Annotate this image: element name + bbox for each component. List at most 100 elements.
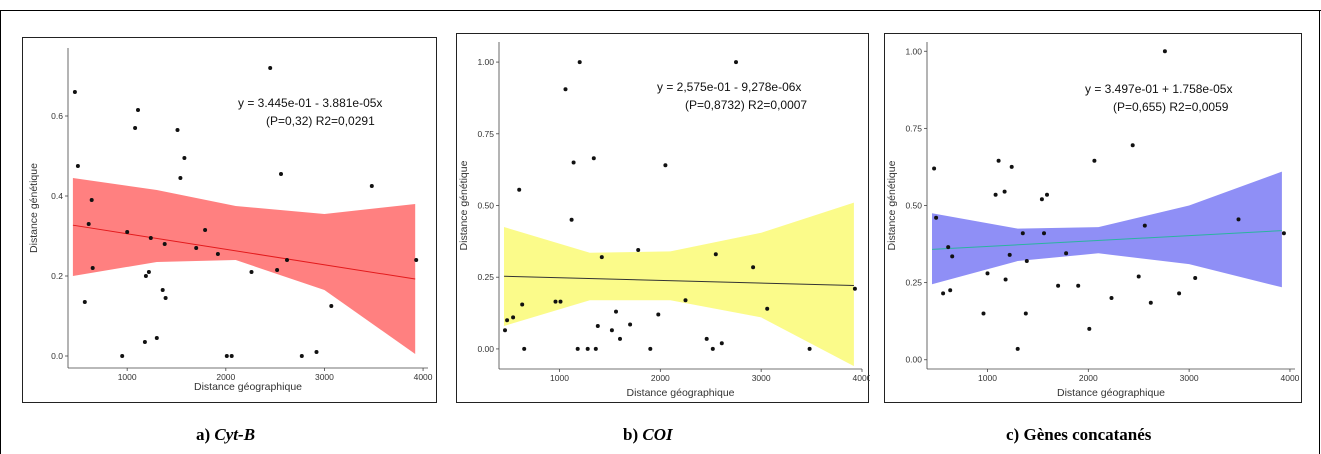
caption-a: a) Cyt-B	[196, 425, 255, 445]
data-point	[591, 156, 596, 161]
frame-top-border	[0, 10, 1321, 11]
frame-right-border	[1319, 10, 1320, 454]
data-point	[146, 270, 151, 274]
data-point	[285, 258, 289, 262]
data-point	[279, 172, 283, 176]
data-point	[120, 354, 125, 358]
data-point	[636, 248, 641, 252]
data-point	[1023, 311, 1028, 316]
data-point	[558, 299, 563, 304]
y-tick-label: 0.25	[905, 278, 922, 288]
data-point	[1092, 158, 1097, 163]
data-point	[609, 328, 614, 333]
caption-b: b) COI	[623, 425, 673, 445]
y-tick-label: 0.0	[51, 351, 63, 361]
data-point	[950, 254, 955, 259]
data-point	[1236, 217, 1241, 222]
regression-stats: (P=0,655) R2=0,0059	[1113, 100, 1229, 114]
data-point	[136, 108, 140, 112]
y-tick-label: 0.00	[905, 355, 922, 365]
y-axis-label: Distance génétique	[28, 163, 40, 253]
data-point	[1136, 274, 1141, 279]
data-point	[369, 184, 374, 188]
caption-b-label: COI	[642, 425, 673, 444]
data-point	[563, 87, 568, 92]
x-tick-label: 1000	[978, 373, 997, 383]
y-tick-label: 0.75	[905, 123, 922, 133]
y-tick-label: 0.00	[477, 344, 494, 354]
x-tick-label: 3000	[752, 373, 771, 383]
data-point	[553, 299, 558, 304]
data-point	[941, 291, 946, 296]
scatter-chart-coi: 0.00 0.25 0.50 0.75 1.00 1000 2000 3000 4000 Dist…	[458, 42, 870, 399]
data-point	[1177, 291, 1182, 296]
data-point	[215, 252, 220, 256]
data-point	[569, 217, 574, 222]
data-point	[178, 176, 183, 180]
caption-c-label: Gènes concatanés	[1023, 425, 1152, 444]
data-point	[1193, 276, 1198, 280]
confidence-band	[72, 178, 416, 354]
data-point	[162, 242, 167, 246]
x-tick-label: 3000	[1180, 373, 1199, 383]
data-point	[154, 336, 159, 340]
data-point	[1045, 192, 1049, 197]
data-point	[571, 160, 576, 165]
x-tick-label: 4000	[853, 373, 870, 383]
confidence-band	[504, 202, 854, 367]
regression-equation: y = 2,575e-01 - 9,278e-06x	[657, 80, 801, 94]
data-point	[599, 255, 604, 260]
regression-stats: (P=0,32) R2=0,0291	[266, 114, 375, 128]
data-point	[1162, 49, 1167, 54]
data-point	[143, 274, 148, 278]
data-point	[751, 265, 756, 270]
data-point	[520, 302, 525, 307]
data-point	[1148, 300, 1153, 305]
data-point	[194, 246, 199, 250]
data-point	[595, 324, 600, 328]
data-point	[1002, 189, 1007, 194]
data-point	[807, 346, 812, 351]
data-point	[734, 60, 738, 65]
data-point	[75, 164, 80, 168]
data-point	[996, 158, 1001, 163]
data-point	[614, 309, 618, 314]
data-point	[1130, 143, 1135, 148]
y-axis-label: Distance génétique	[886, 160, 898, 250]
y-tick-label: 1.00	[477, 57, 494, 67]
caption-c-prefix: c)	[1006, 425, 1020, 444]
data-point	[1281, 231, 1286, 236]
data-point	[946, 245, 951, 250]
data-point	[329, 304, 334, 308]
data-point	[765, 306, 770, 311]
caption-a-prefix: a)	[196, 425, 211, 444]
chart-panel-concatenated: 0.00 0.25 0.50 0.75 1.00 1000 2000 3000 4000 Dist…	[884, 33, 1302, 403]
scatter-chart-cyt-b: 0.0 0.2 0.4 0.6 1000 2000 3000 4000 Distance géo…	[28, 48, 433, 393]
data-point	[175, 128, 180, 132]
data-point	[224, 354, 229, 358]
data-point	[1109, 296, 1114, 300]
data-point	[585, 346, 590, 351]
caption-b-prefix: b)	[623, 425, 639, 444]
data-point	[517, 187, 522, 192]
y-tick-label: 0.50	[477, 201, 494, 211]
frame-left-border	[0, 10, 1, 454]
data-point	[577, 60, 582, 65]
data-point	[299, 354, 304, 358]
caption-c: c) Gènes concatanés	[1006, 425, 1151, 445]
scatter-chart-concatenated: 0.00 0.25 0.50 0.75 1.00 1000 2000 3000 4000 Dist…	[886, 42, 1300, 399]
x-tick-label: 2000	[1079, 373, 1098, 383]
data-point	[710, 346, 715, 351]
regression-equation: y = 3.497e-01 + 1.758e-05x	[1085, 82, 1232, 96]
y-tick-label: 0.2	[51, 271, 63, 281]
data-point	[275, 268, 280, 272]
data-point	[82, 300, 87, 304]
data-point	[72, 90, 77, 94]
data-point	[575, 346, 580, 351]
data-point	[704, 336, 709, 341]
caption-a-label: Cyt-B	[214, 425, 256, 444]
data-point	[618, 336, 622, 341]
data-point	[985, 271, 990, 276]
chart-panel-cyt-b: 0.0 0.2 0.4 0.6 1000 2000 3000 4000 Distance géo…	[22, 37, 437, 403]
